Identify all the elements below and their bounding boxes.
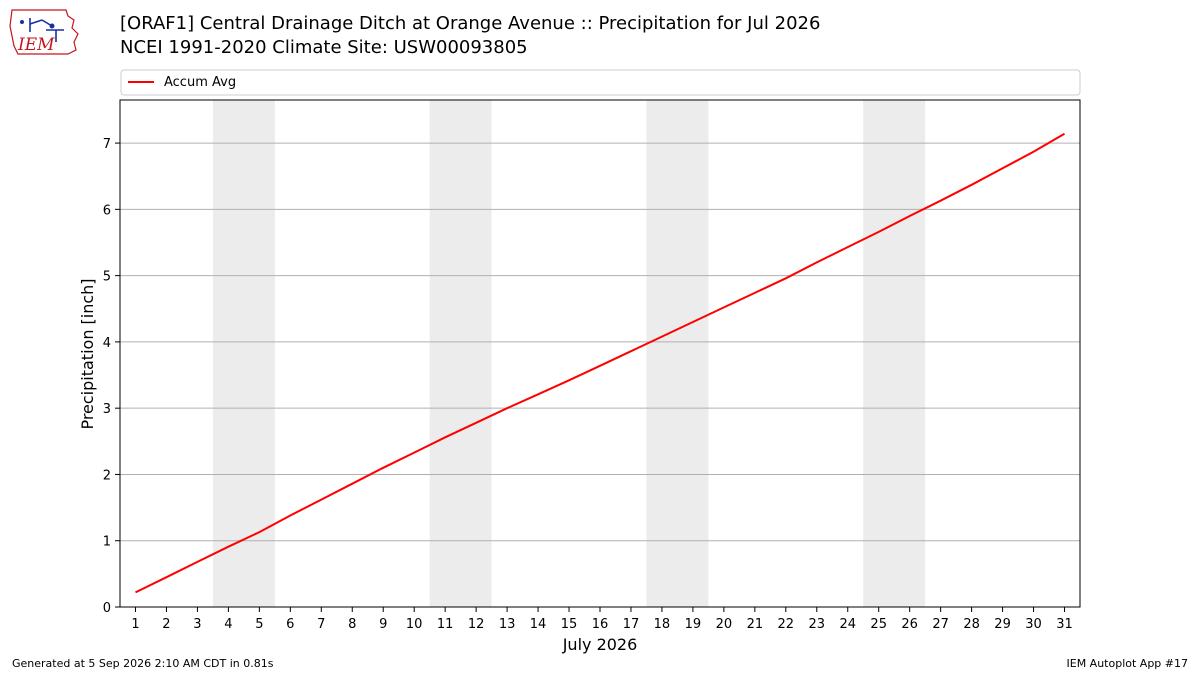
x-tick-label: 8 bbox=[348, 617, 356, 632]
legend-label: Accum Avg bbox=[164, 75, 236, 90]
weekend-band bbox=[212, 100, 275, 607]
x-tick-label: 15 bbox=[561, 617, 578, 632]
y-tick-label: 2 bbox=[103, 468, 111, 483]
x-tick-label: 9 bbox=[379, 617, 387, 632]
x-tick-label: 11 bbox=[437, 617, 454, 632]
x-tick-label: 19 bbox=[685, 617, 702, 632]
grid-lines bbox=[120, 142, 1080, 542]
weekend-band bbox=[429, 100, 492, 607]
x-tick-label: 17 bbox=[623, 617, 640, 632]
x-tick-label: 27 bbox=[932, 617, 949, 632]
weekend-band bbox=[646, 100, 709, 607]
chart-title: [ORAF1] Central Drainage Ditch at Orange… bbox=[120, 12, 820, 60]
series-line-accum-avg bbox=[135, 132, 1066, 594]
chart-title-line2: NCEI 1991-2020 Climate Site: USW00093805 bbox=[120, 37, 528, 58]
y-tick-label: 4 bbox=[103, 336, 111, 351]
chart-title-line1: [ORAF1] Central Drainage Ditch at Orange… bbox=[120, 13, 821, 34]
iem-logo: IEM bbox=[9, 9, 79, 55]
x-ticks: 1 2 3 4 5 6 7 8 9 10 11 12 13 14 15 16 17 18 19 20 21 22 23 24 2… bbox=[131, 607, 1073, 632]
generated-timestamp: Generated at 5 Sep 2026 2:10 AM CDT in 0… bbox=[12, 657, 274, 670]
x-axis-label: July 2026 bbox=[562, 635, 638, 654]
x-tick-label: 21 bbox=[747, 617, 764, 632]
y-tick-label: 6 bbox=[103, 203, 111, 218]
x-tick-label: 31 bbox=[1056, 617, 1073, 632]
y-tick-label: 0 bbox=[103, 601, 111, 616]
x-tick-label: 14 bbox=[530, 617, 547, 632]
x-tick-label: 13 bbox=[499, 617, 516, 632]
x-tick-label: 12 bbox=[468, 617, 485, 632]
weekend-band bbox=[863, 100, 926, 607]
x-tick-label: 7 bbox=[317, 617, 325, 632]
x-tick-label: 23 bbox=[809, 617, 826, 632]
x-tick-label: 28 bbox=[963, 617, 980, 632]
x-tick-label: 6 bbox=[286, 617, 294, 632]
y-tick-label: 1 bbox=[103, 535, 111, 550]
app-credit: IEM Autoplot App #17 bbox=[1066, 657, 1189, 670]
x-tick-label: 30 bbox=[1025, 617, 1042, 632]
y-tick-label: 7 bbox=[103, 137, 111, 152]
x-tick-label: 10 bbox=[406, 617, 423, 632]
x-tick-label: 4 bbox=[224, 617, 232, 632]
x-tick-label: 18 bbox=[654, 617, 671, 632]
x-tick-label: 1 bbox=[131, 617, 139, 632]
x-tick-label: 26 bbox=[901, 617, 918, 632]
y-tick-label: 3 bbox=[103, 402, 111, 417]
weekend-bands bbox=[212, 100, 926, 607]
x-tick-label: 25 bbox=[870, 617, 887, 632]
legend-box bbox=[120, 69, 1081, 96]
y-axis-label: Precipitation [inch] bbox=[78, 278, 97, 429]
x-tick-label: 16 bbox=[592, 617, 609, 632]
x-tick-label: 20 bbox=[716, 617, 733, 632]
logo-text: IEM bbox=[17, 35, 55, 55]
y-ticks: 0 1 2 3 4 5 6 7 bbox=[103, 137, 120, 616]
legend: Accum Avg bbox=[120, 69, 1081, 96]
x-tick-label: 22 bbox=[778, 617, 795, 632]
x-tick-label: 29 bbox=[994, 617, 1011, 632]
y-tick-label: 5 bbox=[103, 270, 111, 285]
x-tick-label: 5 bbox=[255, 617, 263, 632]
x-tick-label: 3 bbox=[193, 617, 201, 632]
x-tick-label: 2 bbox=[162, 617, 170, 632]
x-tick-label: 24 bbox=[839, 617, 856, 632]
